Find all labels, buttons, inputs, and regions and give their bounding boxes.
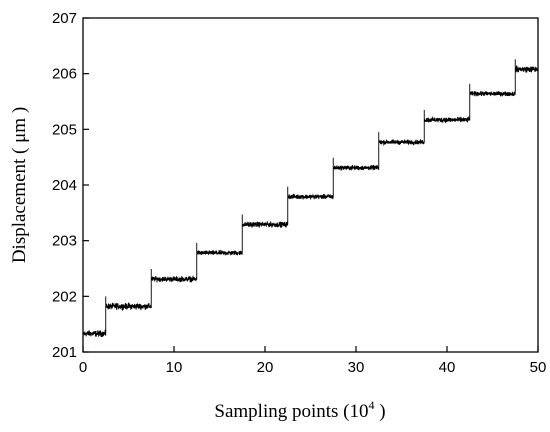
ticks-group: 0 10 20 30 40 50 201 202 203 204 205 206 207 (52, 10, 546, 376)
x-tick-label-2: 20 (257, 359, 274, 376)
plot-frame (82, 17, 539, 353)
x-tick-label-4: 40 (439, 359, 456, 376)
x-tick-label-5: 50 (530, 359, 547, 376)
x-tick-label-3: 30 (348, 359, 365, 376)
plot-area (83, 18, 538, 352)
y-tick-label-3: 204 (52, 177, 77, 194)
y-tick-label-5: 206 (52, 66, 77, 83)
y-tick-label-0: 201 (52, 344, 77, 361)
x-tick-label-1: 10 (166, 359, 183, 376)
y-tick-label-2: 203 (52, 233, 77, 250)
y-axis-title: Displacement ( μm ) (9, 107, 30, 263)
x-tick-label-0: 0 (79, 359, 87, 376)
series-line-0 (82, 59, 539, 338)
y-tick-label-1: 202 (52, 288, 77, 305)
series-group (82, 59, 539, 338)
y-tick-label-6: 207 (52, 10, 77, 27)
x-axis-title: Sampling points (104 ) (214, 398, 385, 422)
y-tick-label-4: 205 (52, 121, 77, 138)
